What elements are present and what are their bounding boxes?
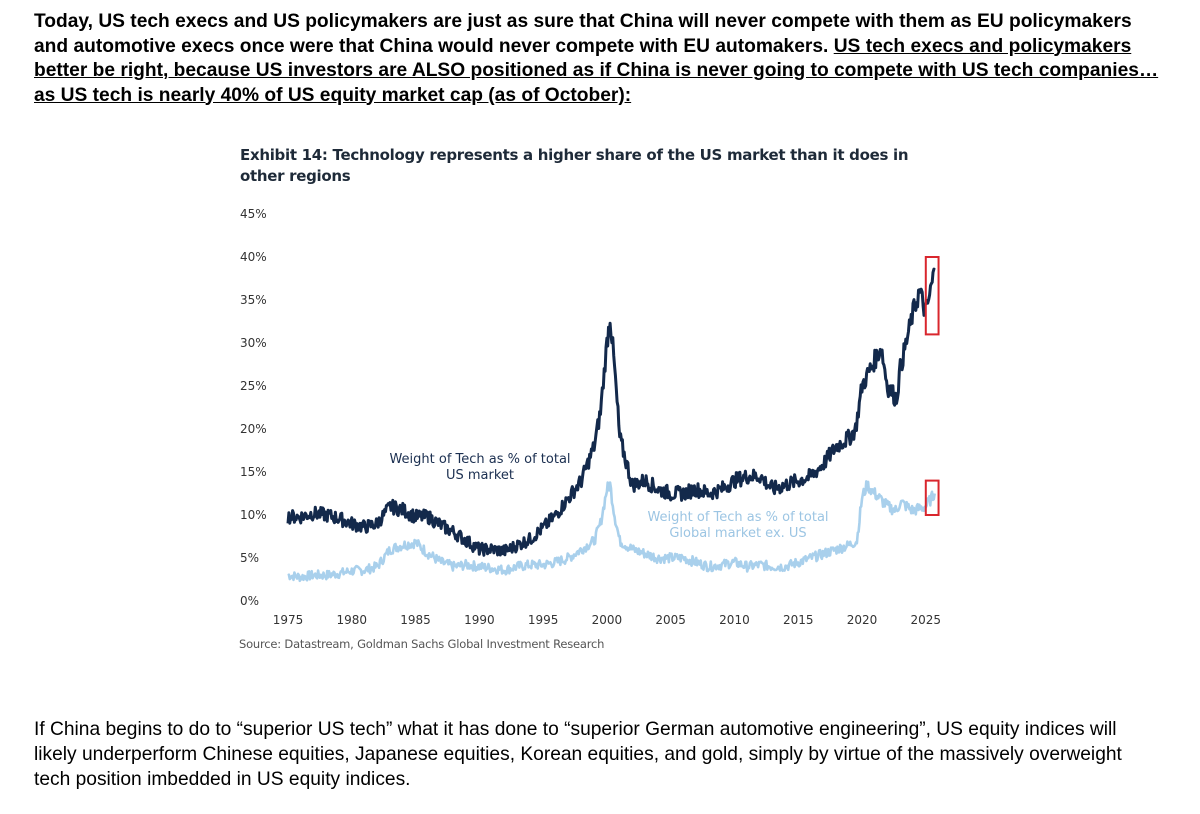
series-us-label: Weight of Tech as % of total [389,452,570,467]
x-tick-label: 1985 [400,613,431,627]
series-us-label: US market [446,468,514,483]
intro-paragraph: Today, US tech execs and US policymakers… [34,10,1169,108]
series-global-label: Weight of Tech as % of total [647,510,828,525]
y-tick-label: 5% [240,551,259,565]
global-highlight-box [924,479,940,517]
x-tick-label: 2010 [719,613,750,627]
intro-plain-text: Today, US tech execs and US policymakers… [34,11,1132,57]
x-tick-label: 2015 [783,613,814,627]
x-tick-label: 2000 [592,613,623,627]
x-tick-label: 1990 [464,613,495,627]
y-tick-label: 15% [240,465,267,479]
series-us-line [286,267,936,557]
x-tick-label: 1995 [528,613,559,627]
y-tick-label: 20% [240,422,267,436]
chart-title: Exhibit 14: Technology represents a high… [240,146,909,185]
chart-container: Exhibit 14: Technology represents a high… [230,140,960,660]
y-tick-label: 35% [240,293,267,307]
outro-paragraph: If China begins to do to “superior US te… [34,719,1122,790]
y-tick-label: 25% [240,379,267,393]
y-tick-label: 40% [240,250,267,264]
us-highlight-box [924,256,940,336]
x-tick-label: 2005 [655,613,686,627]
x-tick-label: 2025 [911,613,942,627]
y-tick-label: 45% [240,207,267,221]
x-tick-label: 1975 [273,613,304,627]
x-tick-label: 1980 [337,613,368,627]
intro-underlined-text: US tech execs and policymakers better be… [34,35,1159,106]
line-chart: 0% 5% 10% 15% 20% 25% 30% 35% 40% 45% 1975 1980 1985… [240,207,942,627]
chart-source: Source: Datastream, Goldman Sachs Global… [239,637,605,651]
series-global-label: Global market ex. US [669,526,806,541]
y-tick-label: 30% [240,336,267,350]
y-tick-label: 0% [240,594,259,608]
y-tick-label: 10% [240,508,267,522]
x-tick-label: 2020 [847,613,878,627]
series-global-ex-us-line [287,480,936,583]
